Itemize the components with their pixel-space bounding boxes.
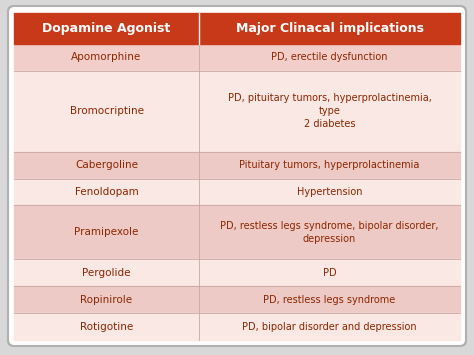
- Text: Rotigotine: Rotigotine: [80, 322, 133, 332]
- Text: Apomorphine: Apomorphine: [72, 53, 142, 62]
- Text: PD, pituitary tumors, hyperprolactinemia,
type
2 diabetes: PD, pituitary tumors, hyperprolactinemia…: [228, 93, 431, 130]
- Text: PD, bipolar disorder and depression: PD, bipolar disorder and depression: [242, 322, 417, 332]
- Text: Pergolide: Pergolide: [82, 268, 131, 278]
- Text: Fenoldopam: Fenoldopam: [75, 187, 138, 197]
- Text: PD, restless legs syndrome: PD, restless legs syndrome: [264, 295, 396, 305]
- Text: PD, restless legs syndrome, bipolar disorder,
depression: PD, restless legs syndrome, bipolar diso…: [220, 221, 439, 244]
- Text: Hypertension: Hypertension: [297, 187, 362, 197]
- FancyBboxPatch shape: [8, 6, 466, 346]
- Text: Dopamine Agonist: Dopamine Agonist: [42, 22, 171, 35]
- Text: Ropinirole: Ropinirole: [81, 295, 133, 305]
- Text: Cabergoline: Cabergoline: [75, 160, 138, 170]
- Text: Pituitary tumors, hyperprolactinemia: Pituitary tumors, hyperprolactinemia: [239, 160, 420, 170]
- Text: PD, erectile dysfunction: PD, erectile dysfunction: [271, 53, 388, 62]
- Text: Bromocriptine: Bromocriptine: [70, 106, 144, 116]
- Text: PD: PD: [323, 268, 337, 278]
- Text: Pramipexole: Pramipexole: [74, 227, 139, 237]
- Text: Major Clinacal implications: Major Clinacal implications: [236, 22, 424, 35]
